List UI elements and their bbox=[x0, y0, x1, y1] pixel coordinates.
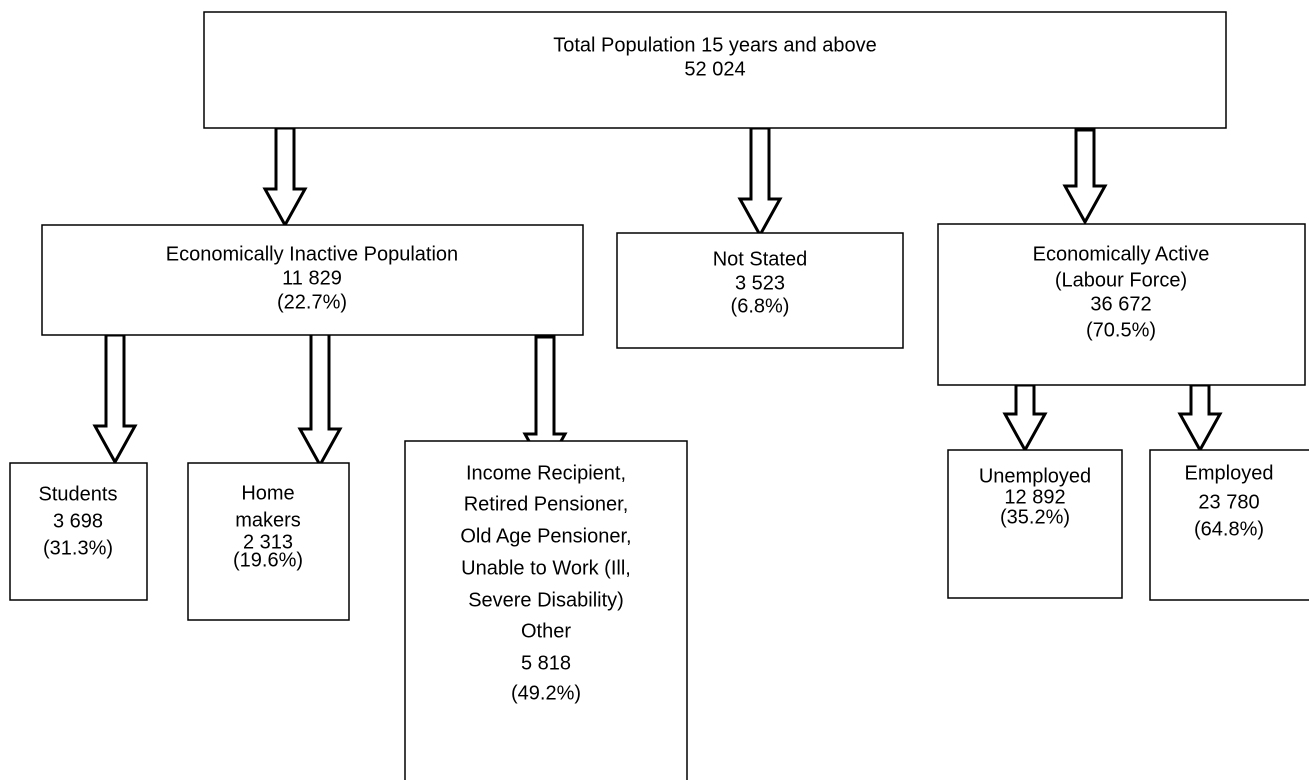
node-text: 5 818 bbox=[521, 652, 571, 674]
node-text: 3 698 bbox=[53, 510, 103, 532]
node-text: Unable to Work (Ill, bbox=[461, 557, 631, 579]
node-text: (6.8%) bbox=[731, 295, 790, 317]
node-text: 11 829 bbox=[282, 267, 342, 289]
node-box bbox=[616, 232, 904, 349]
node-box bbox=[1149, 449, 1309, 601]
node-box bbox=[947, 449, 1123, 599]
node-text: Total Population 15 years and above bbox=[553, 34, 877, 56]
node-text: 12 892 bbox=[1004, 486, 1065, 508]
node-text: (19.6%) bbox=[233, 549, 303, 571]
node-text: 3 523 bbox=[735, 272, 785, 294]
arrow bbox=[737, 126, 783, 239]
node-text: 52 024 bbox=[684, 58, 745, 80]
node-text: Economically Active bbox=[1033, 243, 1210, 265]
node-text: 36 672 bbox=[1090, 293, 1151, 315]
arrow bbox=[297, 330, 343, 469]
node-text: (Labour Force) bbox=[1055, 269, 1187, 291]
node-box bbox=[404, 440, 688, 780]
node-text: Unemployed bbox=[979, 465, 1091, 487]
node-text: Severe Disability) bbox=[468, 589, 624, 611]
node-text: Income Recipient, bbox=[466, 462, 626, 484]
node-box bbox=[9, 462, 148, 601]
node-text: (22.7%) bbox=[277, 291, 347, 313]
node-text: (49.2%) bbox=[511, 682, 581, 704]
node-box bbox=[41, 224, 584, 336]
node-text: Employed bbox=[1185, 462, 1274, 484]
arrow bbox=[1062, 128, 1108, 226]
node-text: Economically Inactive Population bbox=[166, 243, 458, 265]
node-text: (70.5%) bbox=[1086, 319, 1156, 341]
node-text: makers bbox=[235, 509, 301, 531]
node-text: 23 780 bbox=[1198, 491, 1259, 513]
node-text: 2 313 bbox=[243, 531, 293, 553]
node-text: Old Age Pensioner, bbox=[460, 525, 631, 547]
node-text: Not Stated bbox=[713, 248, 808, 270]
arrow bbox=[1177, 383, 1223, 454]
arrow bbox=[92, 333, 138, 466]
node-box bbox=[187, 462, 350, 621]
node-text: Other bbox=[521, 620, 571, 642]
arrow bbox=[1002, 383, 1048, 454]
arrow bbox=[262, 126, 308, 229]
node-text: (31.3%) bbox=[43, 537, 113, 559]
node-text: (35.2%) bbox=[1000, 506, 1070, 528]
node-text: Students bbox=[39, 483, 118, 505]
node-box bbox=[203, 11, 1227, 129]
node-text: (64.8%) bbox=[1194, 518, 1264, 540]
node-text: Retired Pensioner, bbox=[464, 493, 629, 515]
node-text: Home bbox=[241, 482, 294, 504]
node-box bbox=[937, 223, 1306, 386]
